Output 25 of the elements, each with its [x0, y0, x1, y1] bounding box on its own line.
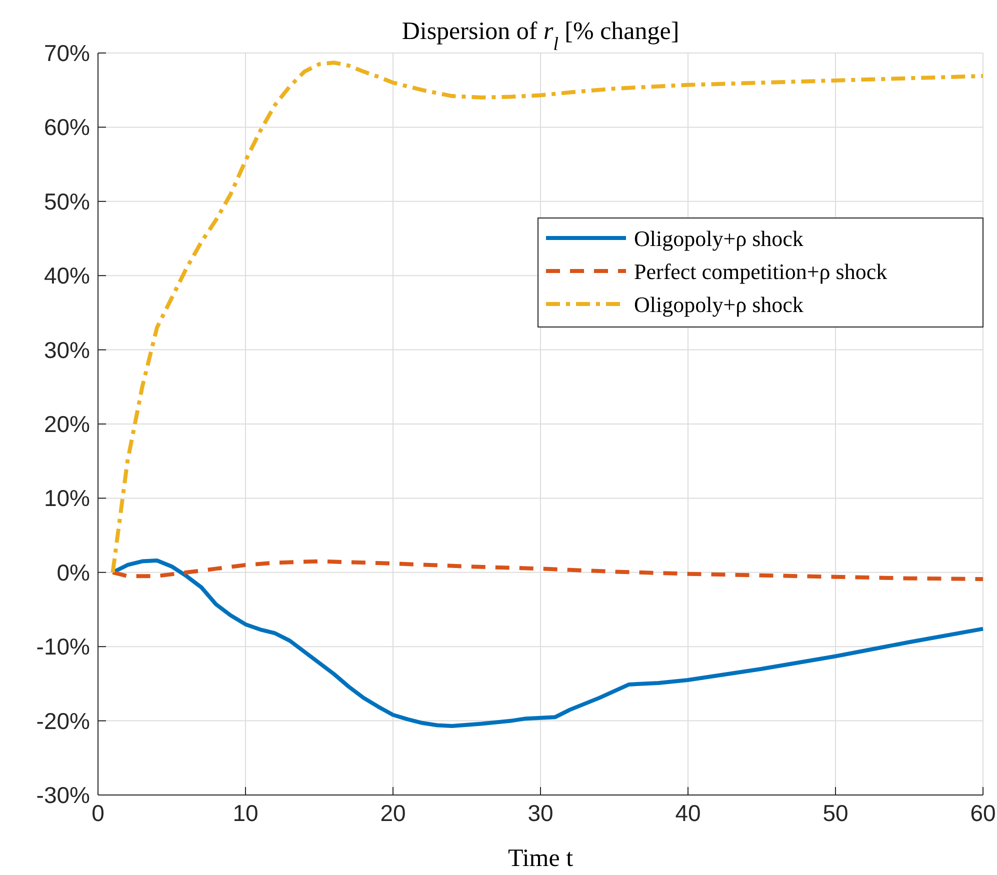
y-tick-label: 0%: [56, 559, 90, 586]
legend-label: Perfect competition+ρ shock: [634, 259, 888, 284]
x-tick-label: 40: [675, 800, 701, 826]
y-tick-label: -30%: [36, 782, 90, 808]
line-series: [110, 60, 985, 574]
y-tick-label: 70%: [44, 40, 90, 66]
y-tick-label: 60%: [44, 114, 90, 140]
legend-label: Oligopoly+ρ shock: [634, 226, 804, 251]
x-tick-label: 0: [92, 800, 104, 826]
legend-label: Oligopoly+ρ shock: [634, 292, 804, 317]
x-tick-label: 50: [822, 800, 848, 826]
y-tick-label: 10%: [44, 485, 90, 512]
x-axis-title: Time t: [508, 845, 574, 872]
y-tick-label: 40%: [44, 262, 90, 289]
x-tick-label: 10: [232, 800, 258, 826]
x-tick-label: 20: [380, 800, 406, 826]
y-tick-label: 50%: [44, 188, 90, 214]
y-tick-label: 30%: [44, 336, 90, 363]
y-tick-label: -10%: [36, 634, 90, 660]
y-tick-label: -20%: [36, 708, 90, 734]
x-tick-label: 60: [970, 800, 996, 826]
y-tick-label: 20%: [44, 411, 90, 437]
x-tick-label: 30: [528, 800, 554, 826]
line-series: [110, 559, 985, 582]
chart-title: Dispersion of r$_{l}$ [% change]: [402, 18, 680, 54]
